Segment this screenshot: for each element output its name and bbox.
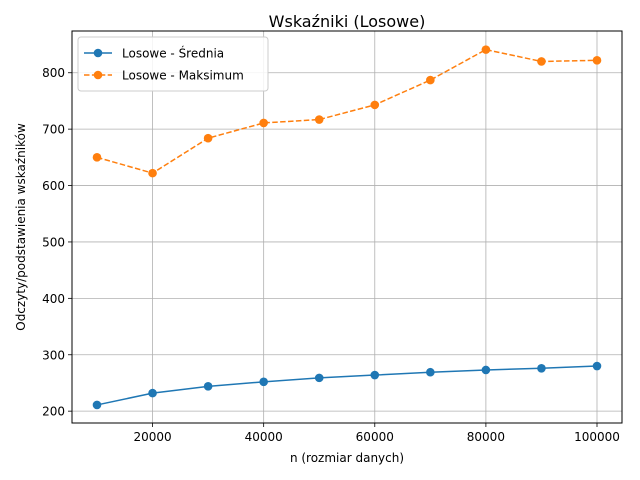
y-tick-label: 300	[42, 348, 65, 362]
data-point	[537, 363, 546, 373]
data-point	[92, 400, 102, 410]
series-1	[92, 361, 602, 410]
data-point	[203, 382, 213, 391]
series-line	[96, 48, 598, 174]
data-point	[537, 57, 546, 66]
legend-marker	[93, 48, 103, 58]
series-2	[92, 45, 602, 178]
data-point	[592, 361, 602, 371]
data-point	[481, 365, 491, 375]
y-tick-label: 600	[42, 179, 65, 193]
legend: Losowe - Średnia Losowe - Maksimum	[77, 36, 269, 92]
data-point	[370, 370, 380, 380]
legend-label: Losowe - Średnia	[122, 46, 224, 61]
legend-entry: Losowe - Maksimum	[84, 69, 244, 83]
series-line	[96, 365, 598, 406]
x-tick-label: 80000	[467, 430, 505, 444]
x-axis-label: n (rozmiar danych)	[290, 451, 404, 465]
y-tick-label: 500	[42, 235, 65, 249]
data-point	[259, 118, 268, 128]
data-point	[426, 367, 435, 377]
legend-box	[77, 36, 269, 92]
x-tick-label: 40000	[245, 430, 283, 444]
data-point	[314, 115, 324, 124]
data-point	[481, 45, 491, 54]
series-layer	[92, 45, 602, 410]
chart-title: Wskaźniki (Losowe)	[269, 12, 426, 31]
data-point	[92, 153, 102, 162]
y-tick-label: 700	[42, 123, 65, 137]
x-tick-label: 60000	[356, 430, 394, 444]
x-tick-label: 100000	[574, 430, 620, 444]
x-tick-label: 20000	[133, 430, 171, 444]
data-point	[148, 388, 157, 398]
y-axis-label: Odczyty/podstawienia wskaźników	[14, 123, 28, 331]
data-point	[203, 133, 213, 143]
data-point	[259, 377, 268, 387]
data-point	[370, 100, 380, 110]
y-tick-label: 400	[42, 292, 65, 306]
axis-ticks: 20000 40000 60000 80000 100000 200 300 400 500 60…	[42, 66, 620, 444]
data-point	[314, 373, 324, 383]
data-point	[426, 75, 435, 85]
legend-marker	[93, 70, 103, 80]
data-point	[148, 168, 157, 178]
data-point	[592, 56, 602, 65]
plot-frame	[71, 30, 623, 424]
legend-entry: Losowe - Średnia	[84, 46, 224, 61]
legend-label: Losowe - Maksimum	[122, 69, 244, 83]
y-tick-label: 200	[42, 405, 65, 419]
y-tick-label: 800	[42, 66, 65, 80]
